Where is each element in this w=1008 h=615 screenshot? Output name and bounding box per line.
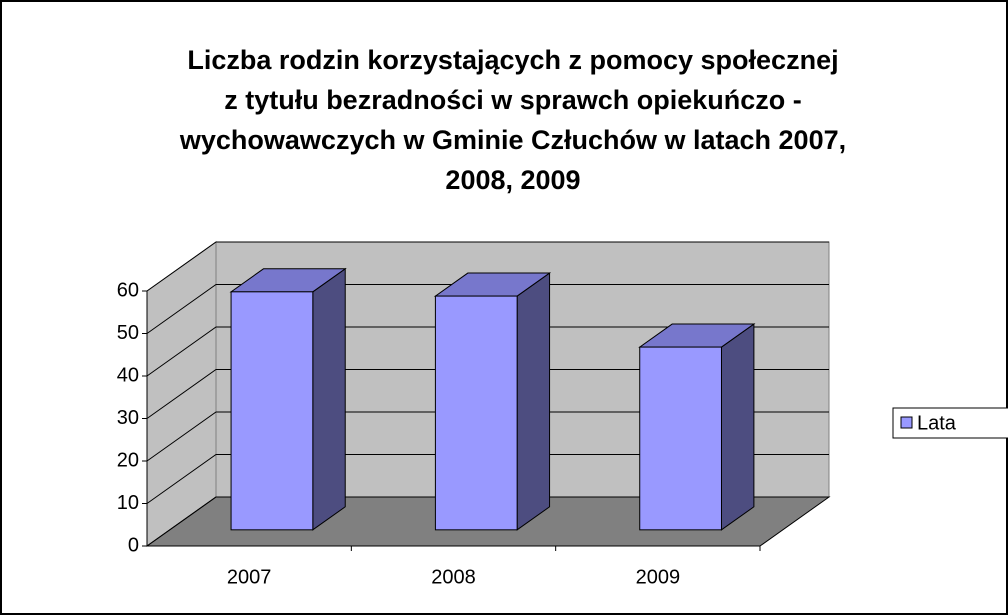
y-tick-label: 20 bbox=[117, 449, 139, 471]
x-tick-label: 2009 bbox=[636, 566, 681, 588]
grid-line bbox=[146, 326, 829, 377]
bar bbox=[434, 295, 518, 531]
bar bbox=[639, 346, 722, 531]
chart-title: Liczba rodzin korzystających z pomocy sp… bbox=[187, 45, 838, 75]
grid-line bbox=[146, 241, 829, 292]
y-tick-label: 30 bbox=[117, 407, 139, 429]
bar-side bbox=[516, 272, 551, 531]
y-tick-label: 50 bbox=[117, 322, 139, 344]
y-tick-label: 40 bbox=[117, 364, 139, 386]
x-tick-label: 2007 bbox=[227, 566, 272, 588]
grid-line bbox=[146, 369, 829, 419]
grid-line bbox=[146, 496, 829, 547]
y-tick-label: 0 bbox=[128, 534, 139, 556]
legend-label: Lata bbox=[917, 412, 957, 434]
y-tick-label: 10 bbox=[117, 492, 139, 514]
bar bbox=[230, 291, 314, 531]
legend-swatch bbox=[900, 416, 913, 429]
chart-title: z tytułu bezradności w sprawch opiekuńcz… bbox=[224, 85, 802, 115]
y-tick-label: 60 bbox=[117, 279, 139, 301]
chart-title: 2008, 2009 bbox=[445, 165, 580, 195]
grid-line bbox=[146, 411, 829, 462]
grid-line bbox=[146, 284, 829, 334]
x-tick-label: 2008 bbox=[431, 566, 476, 588]
chart-title: wychowawczych w Gminie Człuchów w latach… bbox=[179, 125, 846, 155]
bar-side bbox=[312, 267, 346, 531]
grid-line bbox=[146, 454, 829, 504]
bar-side bbox=[720, 323, 755, 531]
